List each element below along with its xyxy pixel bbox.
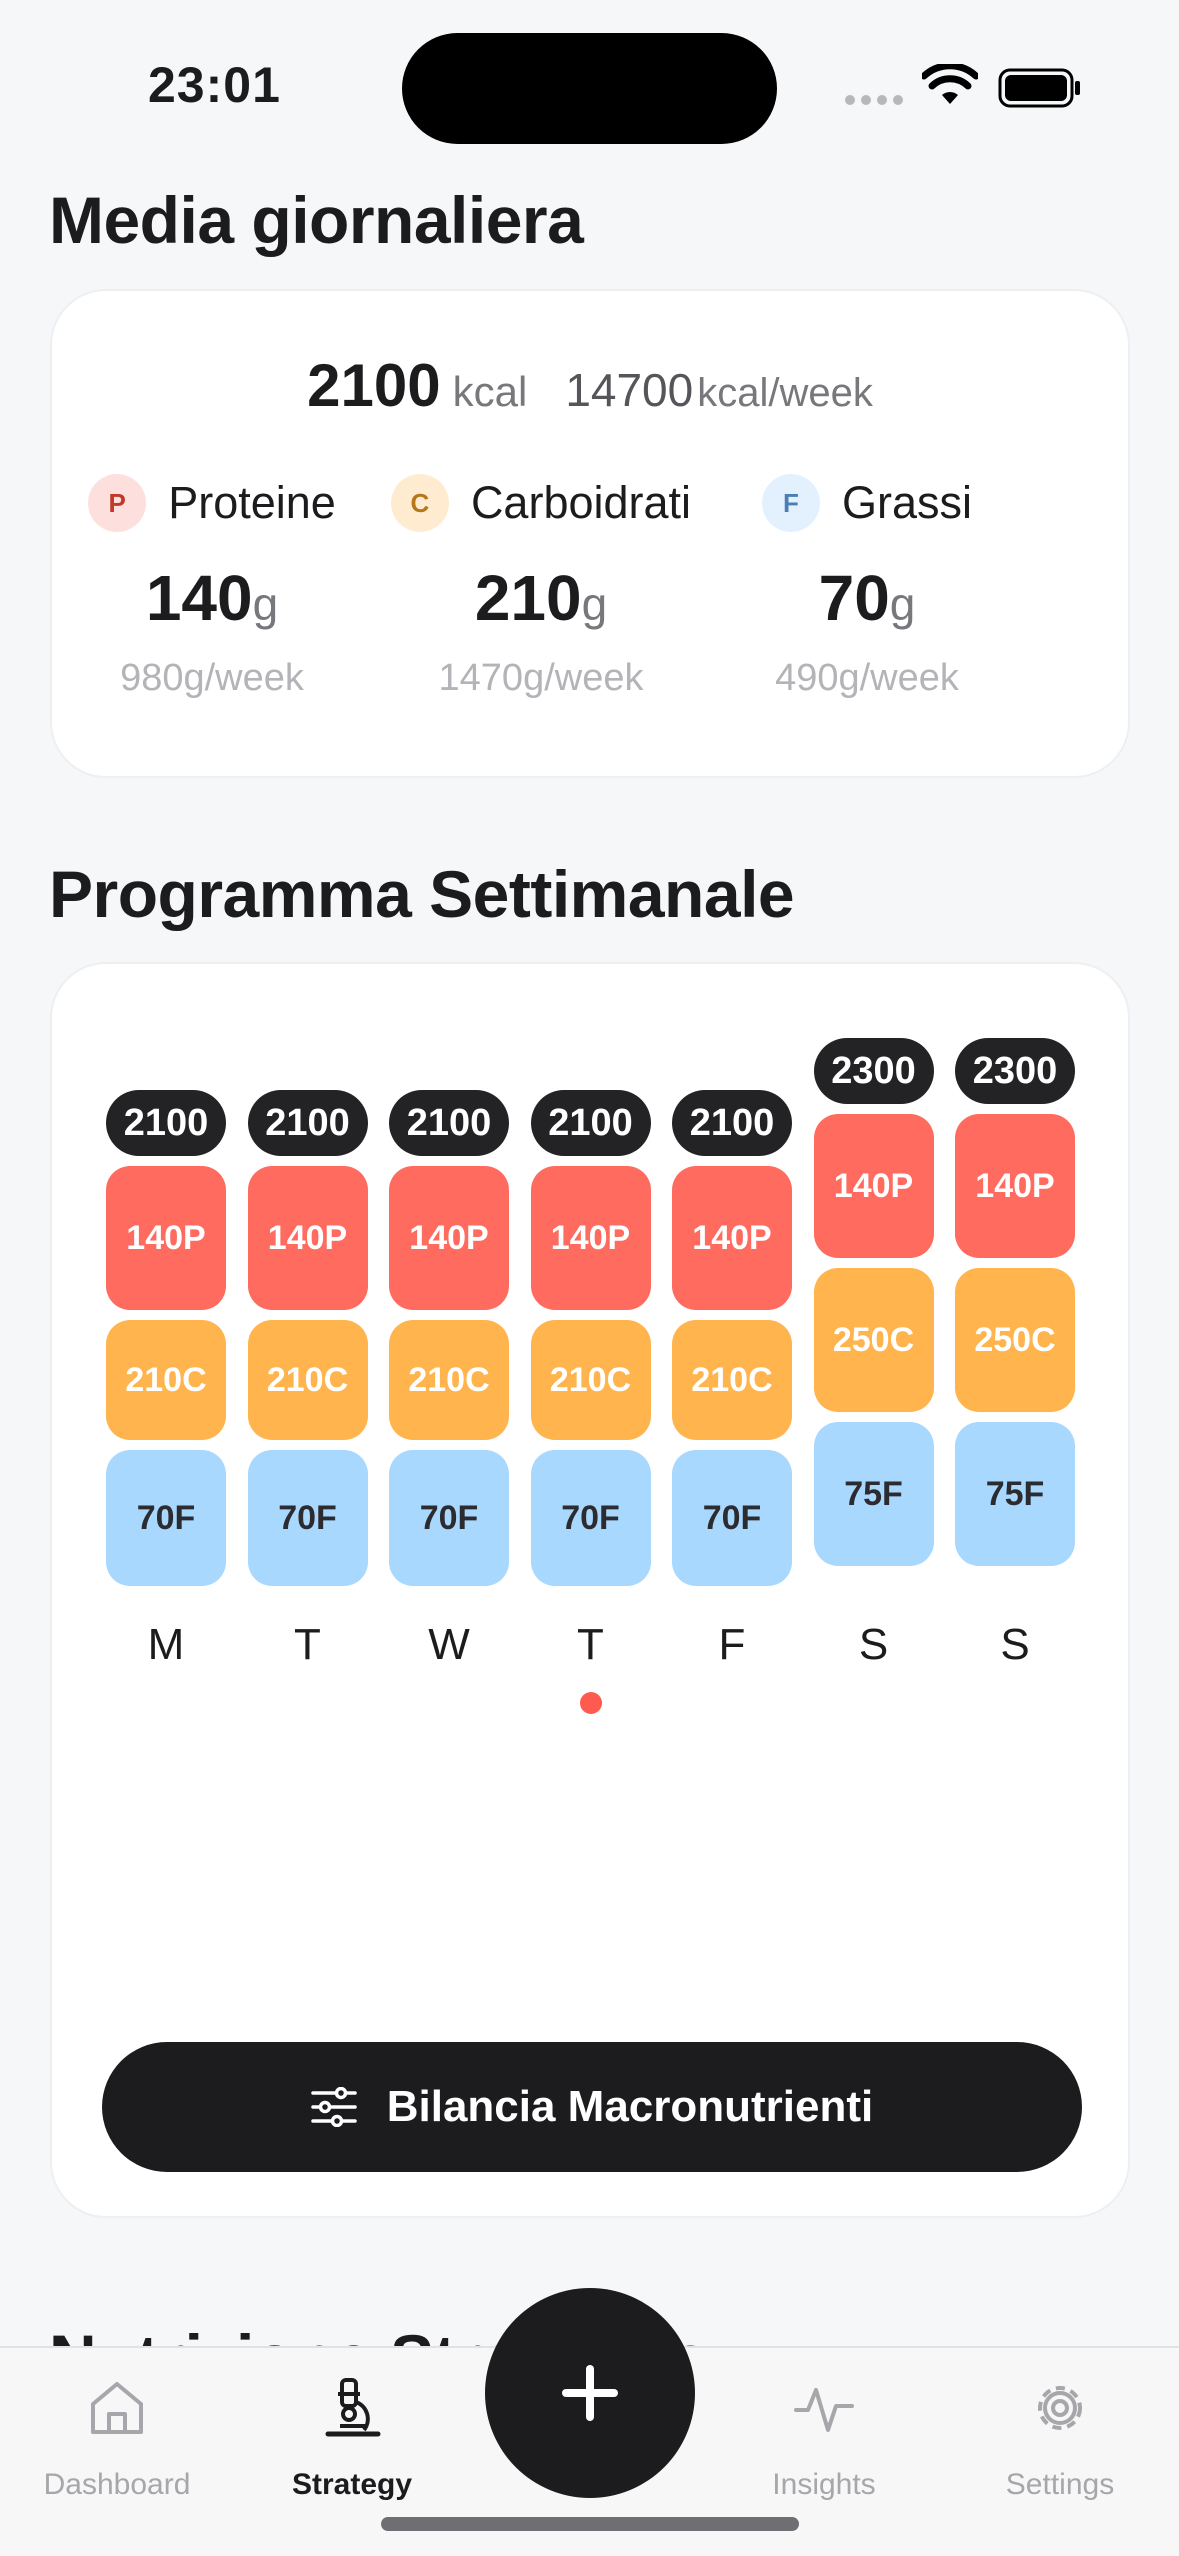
weekly-kcal-value: 14700 — [565, 364, 694, 416]
daily-kcal-value: 2100 — [307, 352, 441, 419]
day-kcal-pill: 2100 — [530, 1090, 651, 1156]
status-bar: 23:01 — [0, 0, 1179, 170]
weekly-kcal-unit: kcal/week — [697, 371, 873, 415]
cellular-signal-icon — [845, 95, 903, 105]
tab-label: Dashboard — [43, 2468, 191, 2501]
carbs-bar: 210C — [389, 1320, 509, 1440]
balance-macros-label: Bilancia Macronutrienti — [386, 2082, 874, 2131]
battery-icon — [998, 68, 1080, 108]
macro-name: Proteine — [168, 477, 336, 528]
macro-week: 980g/week — [120, 657, 304, 699]
carbs-badge-icon: C — [390, 474, 449, 532]
fat-bar: 70F — [672, 1450, 792, 1586]
carbs-bar: 210C — [530, 1320, 651, 1440]
day-label: W — [428, 1620, 470, 1669]
daily-kcal-unit: kcal — [452, 368, 528, 415]
day-label: F — [718, 1620, 746, 1669]
microscope-icon — [325, 2378, 381, 2437]
day-label: S — [1000, 1620, 1030, 1669]
tab-label: Strategy — [291, 2468, 413, 2501]
macro-unit: g — [889, 578, 916, 630]
fat-bar: 70F — [530, 1450, 651, 1586]
fat-bar: 70F — [247, 1450, 368, 1586]
home-icon — [91, 2382, 143, 2434]
macro-week: 490g/week — [775, 657, 959, 699]
fat-bar: 70F — [106, 1450, 226, 1586]
daily-average-title: Media giornaliera — [49, 183, 584, 257]
plus-icon — [562, 2365, 618, 2421]
macro-protein: P Proteine 140g 980g/week — [42, 471, 382, 700]
day-kcal-pill: 2100 — [672, 1090, 792, 1156]
macro-value: 210 — [474, 562, 582, 634]
tab-label: Settings — [1005, 2468, 1115, 2501]
day-kcal-pill: 2300 — [813, 1038, 934, 1104]
fat-bar: 75F — [955, 1422, 1075, 1566]
balance-macros-button[interactable]: Bilancia Macronutrienti — [102, 2042, 1082, 2172]
add-button[interactable] — [485, 2288, 695, 2498]
fat-bar: 75F — [813, 1422, 934, 1566]
macro-unit: g — [252, 578, 279, 630]
macro-name: Carboidrati — [470, 477, 692, 528]
protein-bar: 140P — [530, 1166, 651, 1310]
day-label: S — [858, 1620, 889, 1669]
day-kcal-pill: 2100 — [106, 1090, 226, 1156]
protein-bar: 140P — [247, 1166, 368, 1310]
macro-week: 1470g/week — [438, 657, 644, 699]
macro-value: 70 — [818, 562, 890, 634]
macro-carbs: C Carboidrati 210g 1470g/week — [371, 471, 711, 700]
carbs-bar: 210C — [247, 1320, 368, 1440]
macro-fat: F Grassi 70g 490g/week — [697, 471, 1037, 700]
daily-average-card: 2100 kcal 14700 kcal/week P Proteine 140g … — [50, 289, 1130, 778]
protein-bar: 140P — [389, 1166, 509, 1310]
protein-bar: 140P — [955, 1114, 1075, 1258]
status-time: 23:01 — [148, 57, 281, 113]
day-kcal-pill: 2100 — [389, 1090, 509, 1156]
day-kcal-pill: 2300 — [955, 1038, 1075, 1104]
wifi-icon — [922, 64, 978, 104]
activity-icon — [794, 2388, 854, 2432]
weekly-program-card: 2100 140P 210C 70F M 2100 140P 210C 70F T 2100 140P… — [50, 962, 1130, 2218]
protein-bar: 140P — [813, 1114, 934, 1258]
today-indicator — [579, 1692, 602, 1714]
tab-label: Insights — [772, 2468, 876, 2501]
kcal-summary: 2100 kcal 14700 kcal/week — [52, 351, 1128, 420]
gear-icon — [1038, 2386, 1082, 2430]
tab-dashboard[interactable]: Dashboard — [17, 2348, 217, 2501]
weekly-program-title: Programma Settimanale — [49, 857, 795, 931]
carbs-bar: 210C — [106, 1320, 226, 1440]
protein-bar: 140P — [672, 1166, 792, 1310]
tab-strategy[interactable]: Strategy — [252, 2348, 452, 2501]
day-label: M — [147, 1620, 185, 1669]
macro-name: Grassi — [841, 477, 972, 528]
day-kcal-pill: 2100 — [247, 1090, 368, 1156]
fat-badge-icon: F — [761, 474, 820, 532]
tab-settings[interactable]: Settings — [960, 2348, 1160, 2501]
protein-bar: 140P — [106, 1166, 226, 1310]
carbs-bar: 250C — [955, 1268, 1075, 1412]
dynamic-island — [402, 33, 777, 144]
home-indicator — [381, 2517, 799, 2531]
sliders-icon — [310, 2087, 357, 2127]
macro-unit: g — [581, 578, 608, 630]
fat-bar: 70F — [389, 1450, 509, 1586]
day-label: T — [577, 1620, 604, 1669]
protein-badge-icon: P — [88, 474, 147, 532]
tab-insights[interactable]: Insights — [724, 2348, 924, 2501]
carbs-bar: 210C — [672, 1320, 792, 1440]
macro-value: 140 — [145, 562, 253, 634]
day-label: T — [294, 1620, 321, 1669]
carbs-bar: 250C — [813, 1268, 934, 1412]
